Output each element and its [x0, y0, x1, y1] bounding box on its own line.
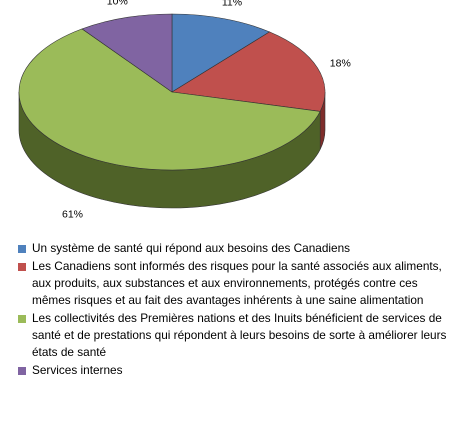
legend-swatch: [18, 263, 26, 271]
pie-chart: 11% 18% 61% 10%: [18, 0, 351, 220]
legend-label: Les Canadiens sont informés des risques …: [32, 259, 442, 307]
legend-swatch: [18, 315, 26, 323]
legend-item: Les Canadiens sont informés des risques …: [18, 258, 458, 309]
legend-swatch: [18, 245, 26, 253]
pie-data-label: 18%: [330, 57, 351, 69]
legend-item: Un système de santé qui répond aux besoi…: [18, 240, 458, 257]
legend-label: Un système de santé qui répond aux besoi…: [32, 241, 351, 255]
pie-slice: [18, 28, 321, 171]
pie-data-label: 61%: [62, 208, 83, 220]
pie-slice: [171, 13, 271, 93]
pie-data-labels: 11% 18% 61% 10%: [62, 0, 351, 220]
legend-label: Services internes: [32, 363, 123, 377]
pie-data-label: 11%: [222, 0, 242, 9]
legend: Un système de santé qui répond aux besoi…: [18, 240, 458, 380]
legend-item: Les collectivités des Premières nations …: [18, 310, 458, 361]
legend-swatch: [18, 367, 26, 375]
legend-label: Les collectivités des Premières nations …: [32, 311, 447, 359]
pie-slice: [81, 13, 173, 93]
legend-item: Services internes: [18, 362, 458, 379]
pie-slice: [171, 31, 326, 112]
pie-data-label: 10%: [107, 0, 128, 8]
pie-slices: [18, 13, 326, 171]
